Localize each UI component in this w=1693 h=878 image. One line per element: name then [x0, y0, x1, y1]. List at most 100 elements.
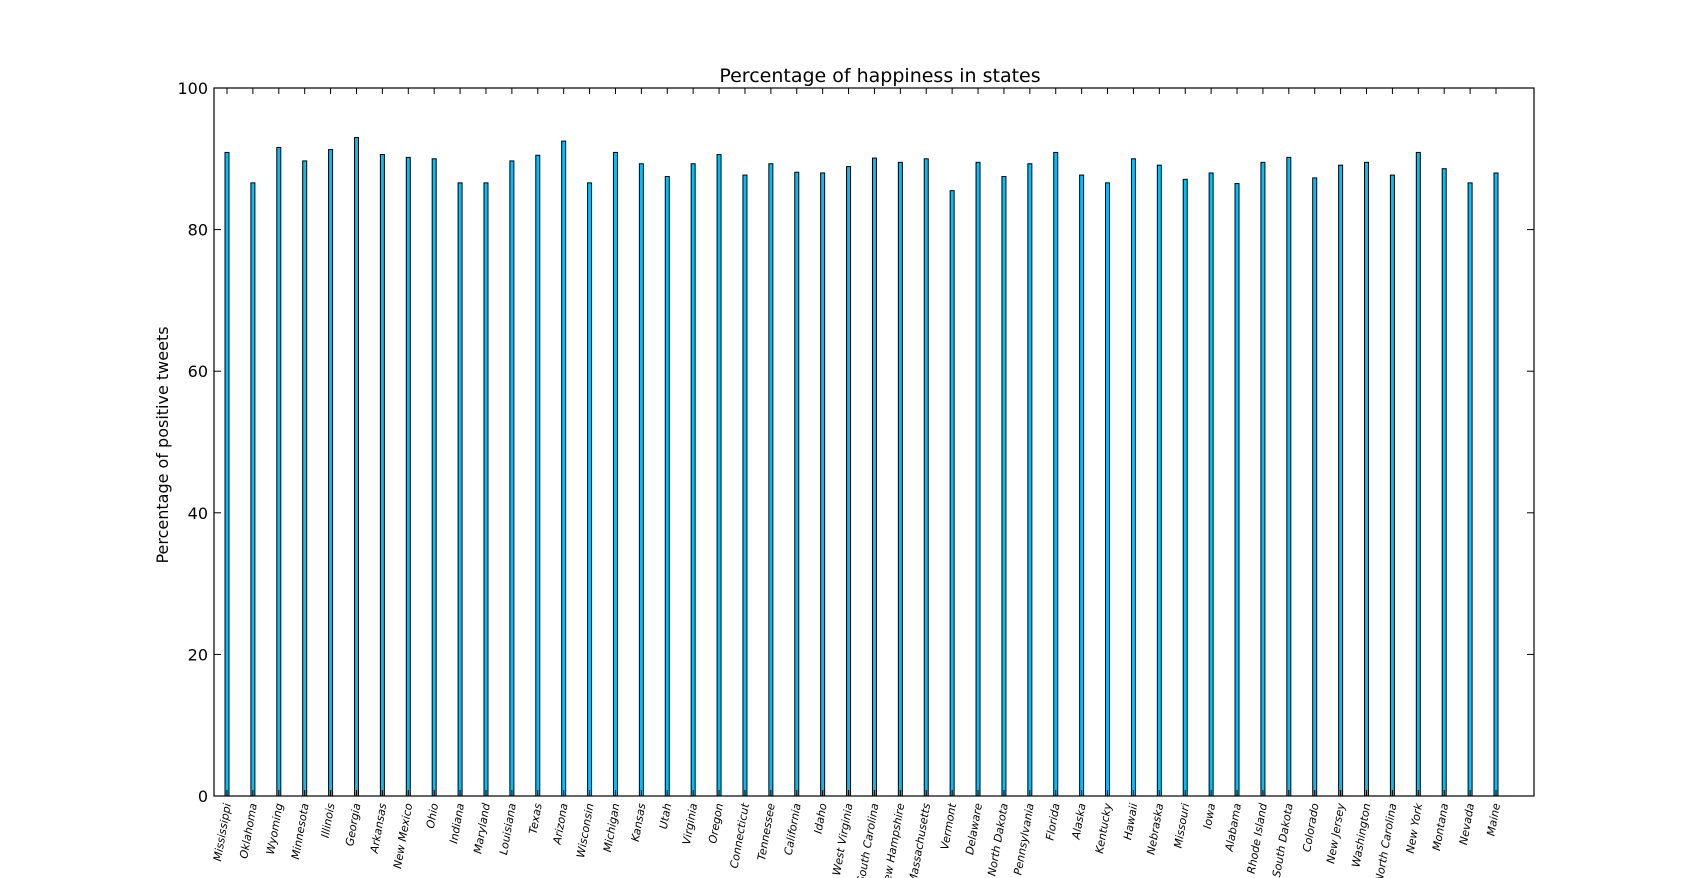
x-tick-label: New Mexico	[391, 802, 415, 870]
bar-north-carolina	[1389, 174, 1395, 797]
x-tick-label: Illinois	[319, 802, 338, 839]
bar-california	[794, 171, 800, 797]
bar-connecticut	[742, 174, 748, 797]
bar-ohio	[431, 158, 437, 797]
bar-iowa	[1208, 172, 1214, 797]
y-tick-label: 40	[188, 504, 208, 523]
bar-michigan	[612, 151, 618, 797]
bar-arkansas	[379, 154, 385, 797]
bar-delaware	[975, 161, 981, 797]
x-tick-label: Pennsylvania	[1011, 802, 1036, 876]
bars-group	[224, 137, 1499, 797]
y-tick-label: 20	[188, 645, 208, 664]
bar-tennessee	[768, 163, 774, 797]
x-tick-label: New Jersey	[1324, 802, 1347, 865]
x-tick-label: Utah	[657, 802, 674, 830]
x-tick-label: Hawaii	[1121, 802, 1140, 841]
x-tick-label: California	[782, 802, 804, 856]
x-tick-label: Kansas	[629, 802, 649, 843]
bar-north-dakota	[1001, 176, 1007, 797]
x-tick-label: Montana	[1430, 802, 1451, 852]
x-tick-label: New York	[1404, 802, 1426, 855]
x-tick-label: Rhode Island	[1245, 801, 1270, 874]
bar-oregon	[716, 154, 722, 797]
bar-nebraska	[1156, 164, 1162, 797]
y-tick-label: 60	[188, 362, 208, 381]
x-tick-label: Idaho	[811, 802, 829, 835]
x-tick-label: Florida	[1043, 802, 1062, 841]
bar-massachusetts	[923, 158, 929, 797]
x-tick-label: Vermont	[938, 802, 959, 851]
x-tick-label: Ohio	[424, 802, 441, 830]
x-tick-label: Indiana	[447, 802, 467, 845]
bar-oklahoma	[250, 182, 256, 797]
bar-new-jersey	[1338, 164, 1344, 797]
x-tick-label: Tennessee	[755, 802, 778, 861]
y-tick-label: 0	[198, 787, 208, 806]
x-tick-label: Louisiana	[497, 802, 519, 856]
bar-south-dakota	[1286, 156, 1292, 797]
bar-arizona	[561, 140, 567, 797]
x-tick-label: Michigan	[601, 802, 622, 853]
x-tick-label: Delaware	[963, 802, 985, 856]
x-tick-label: Georgia	[343, 802, 363, 847]
x-tick-label: Virginia	[680, 802, 700, 846]
bar-mississippi	[224, 151, 230, 797]
x-tick-label: Colorado	[1300, 802, 1321, 853]
x-tick-label: Nevada	[1457, 802, 1477, 846]
x-tick-label: Washington	[1349, 802, 1373, 868]
x-tick-label: Oregon	[706, 802, 726, 844]
bar-alabama	[1234, 183, 1240, 797]
x-axis: Mississippi Oklahoma Wyoming Minnesota Illin…	[211, 88, 1503, 878]
x-tick-label: Oklahoma	[237, 802, 260, 860]
bar-florida	[1053, 151, 1059, 797]
bar-maine	[1493, 172, 1499, 797]
bar-south-carolina	[871, 157, 877, 797]
bar-kansas	[638, 163, 644, 797]
x-tick-label: Wyoming	[264, 802, 286, 855]
bar-utah	[664, 176, 670, 797]
bar-illinois	[328, 149, 334, 797]
y-axis-label: Percentage of positive tweets	[153, 326, 172, 563]
x-tick-label: New Hampshire	[879, 802, 907, 878]
x-tick-label: Arkansas	[368, 802, 390, 855]
bar-nevada	[1467, 182, 1473, 797]
x-tick-label: Missouri	[1172, 802, 1193, 849]
x-tick-label: North Dakota	[985, 802, 1011, 877]
x-tick-label: West Virginia	[830, 802, 856, 876]
bar-louisiana	[509, 160, 515, 797]
bar-georgia	[353, 137, 359, 797]
bar-rhode-island	[1260, 161, 1266, 797]
bar-vermont	[949, 190, 955, 797]
chart-title: Percentage of happiness in states	[719, 65, 1040, 87]
bar-colorado	[1312, 177, 1318, 797]
x-tick-label: Wisconsin	[574, 802, 596, 859]
x-tick-label: Maine	[1484, 802, 1503, 837]
bar-new-york	[1415, 151, 1421, 797]
plot-frame	[213, 87, 1535, 797]
bar-hawaii	[1130, 158, 1136, 797]
x-tick-label: Minnesota	[289, 802, 312, 860]
x-tick-label: Connecticut	[728, 802, 752, 870]
x-tick-label: Arizona	[550, 802, 570, 846]
x-tick-label: South Dakota	[1270, 802, 1296, 878]
bar-alaska	[1079, 174, 1085, 797]
bar-new-hampshire	[897, 161, 903, 797]
bar-montana	[1441, 168, 1447, 797]
y-tick-label: 100	[177, 79, 208, 98]
bar-texas	[535, 154, 541, 797]
bar-kentucky	[1105, 182, 1111, 797]
bar-wisconsin	[587, 182, 593, 797]
bar-idaho	[820, 172, 826, 797]
x-tick-label: Massachusetts	[906, 802, 933, 878]
x-tick-label: North Carolina	[1373, 802, 1400, 878]
x-tick-label: Iowa	[1201, 802, 1218, 830]
y-axis: 0 20 40 60 80 100	[177, 79, 1534, 806]
x-tick-label: Alaska	[1069, 802, 1088, 841]
x-tick-label: Mississippi	[211, 802, 234, 862]
bar-pennsylvania	[1027, 163, 1033, 797]
bar-new-mexico	[405, 156, 411, 797]
x-tick-label: Nebraska	[1144, 802, 1166, 856]
bar-maryland	[483, 182, 489, 797]
bar-west-virginia	[846, 166, 852, 797]
